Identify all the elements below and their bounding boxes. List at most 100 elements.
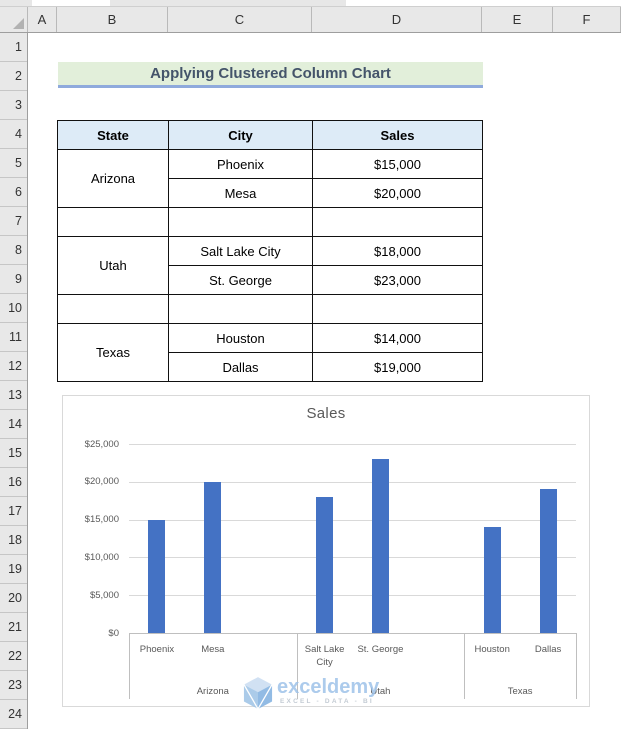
x-axis-label-phoenix: Phoenix xyxy=(139,644,175,655)
chart-title: Sales xyxy=(306,405,346,422)
table-row: Utah Salt Lake City $18,000 xyxy=(57,236,483,295)
cell-sales-houston[interactable]: $14,000 xyxy=(312,323,483,353)
cell-state-arizona[interactable]: Arizona xyxy=(57,149,169,208)
row-header-21[interactable]: 21 xyxy=(0,613,27,642)
formula-input-sliver xyxy=(346,0,621,6)
row-header-13[interactable]: 13 xyxy=(0,381,27,410)
column-header-e[interactable]: E xyxy=(482,7,553,32)
row-header-5[interactable]: 5 xyxy=(0,149,27,178)
banner-title-cell[interactable]: Applying Clustered Column Chart xyxy=(58,62,483,88)
table-blank-row xyxy=(57,294,483,324)
row-header-8[interactable]: 8 xyxy=(0,236,27,265)
gridline-$20,000 xyxy=(129,481,576,483)
bar-phoenix[interactable] xyxy=(148,519,166,633)
table-header-row: State City Sales xyxy=(57,120,483,150)
table-row: Texas Houston $14,000 xyxy=(57,323,483,382)
axis-group-divider xyxy=(129,633,130,699)
y-axis-label-$20,000: $20,000 xyxy=(84,476,119,488)
cell-blank[interactable] xyxy=(312,294,483,324)
row-header-17[interactable]: 17 xyxy=(0,497,27,526)
table-header-sales[interactable]: Sales xyxy=(312,120,483,150)
row-header-6[interactable]: 6 xyxy=(0,178,27,207)
row-header-24[interactable]: 24 xyxy=(0,700,27,729)
x-axis-label-dallas: Dallas xyxy=(534,644,562,655)
gridline-$15,000 xyxy=(129,519,576,521)
x-group-label-texas: Texas xyxy=(507,686,533,697)
table-row: Arizona Phoenix $15,000 xyxy=(57,149,483,208)
name-box-sliver xyxy=(32,0,110,6)
cell-blank[interactable] xyxy=(57,294,169,324)
x-axis-label-st-george: St. George xyxy=(357,644,404,655)
gridline-$5,000 xyxy=(129,595,576,597)
table-header-city[interactable]: City xyxy=(168,120,313,150)
cell-state-utah[interactable]: Utah xyxy=(57,236,169,295)
cell-blank[interactable] xyxy=(312,207,483,237)
cell-city-phoenix[interactable]: Phoenix xyxy=(168,149,313,179)
row-header-23[interactable]: 23 xyxy=(0,671,27,700)
column-header-d[interactable]: D xyxy=(312,7,482,32)
column-header-b[interactable]: B xyxy=(57,7,168,32)
bar-salt-lake-city[interactable] xyxy=(316,496,334,633)
axis-group-divider xyxy=(464,633,466,699)
column-header-f[interactable]: F xyxy=(553,7,621,32)
formula-bar-sliver xyxy=(0,0,621,7)
row-header-20[interactable]: 20 xyxy=(0,584,27,613)
row-header-22[interactable]: 22 xyxy=(0,642,27,671)
sales-table: State City Sales Arizona Phoenix $15,000… xyxy=(57,120,483,382)
cell-blank[interactable] xyxy=(57,207,169,237)
table-blank-row xyxy=(57,207,483,237)
row-header-19[interactable]: 19 xyxy=(0,555,27,584)
table-row: Mesa $20,000 xyxy=(58,178,483,208)
bar-dallas[interactable] xyxy=(539,489,557,633)
y-axis-label-$5,000: $5,000 xyxy=(89,589,119,601)
clustered-column-chart[interactable]: Sales $0 $5,000 $10,000 $15,000 $20,000 $25,0… xyxy=(62,395,590,707)
cell-state-texas[interactable]: Texas xyxy=(57,323,169,382)
row-header-7[interactable]: 7 xyxy=(0,207,27,236)
cell-city-mesa[interactable]: Mesa xyxy=(168,178,313,208)
bar-houston[interactable] xyxy=(483,527,501,633)
y-axis-label-$0: $0 xyxy=(108,627,119,639)
y-axis-label-$15,000: $15,000 xyxy=(84,514,119,526)
column-header-c[interactable]: C xyxy=(168,7,312,32)
row-header-16[interactable]: 16 xyxy=(0,468,27,497)
select-all-triangle-icon xyxy=(13,18,24,29)
cell-sales-salt-lake-city[interactable]: $18,000 xyxy=(312,236,483,266)
row-header-18[interactable]: 18 xyxy=(0,526,27,555)
x-axis-label-salt-lake-city: Salt Lake City xyxy=(304,644,345,669)
cell-city-salt-lake-city[interactable]: Salt Lake City xyxy=(168,236,313,266)
y-axis-label-$25,000: $25,000 xyxy=(84,438,119,450)
table-header-state[interactable]: State xyxy=(57,120,169,150)
x-axis-label-houston: Houston xyxy=(474,644,510,655)
cell-sales-phoenix[interactable]: $15,000 xyxy=(312,149,483,179)
row-header-2[interactable]: 2 xyxy=(0,62,27,91)
row-header-12[interactable]: 12 xyxy=(0,352,27,381)
row-header-9[interactable]: 9 xyxy=(0,265,27,294)
row-header-15[interactable]: 15 xyxy=(0,439,27,468)
row-header-11[interactable]: 11 xyxy=(0,323,27,352)
row-header-gutter: 1 2 3 4 5 6 7 8 9 10 11 12 13 14 15 16 17 18 19 20 21 22 23 24 xyxy=(0,33,28,729)
row-header-3[interactable]: 3 xyxy=(0,91,27,120)
cell-blank[interactable] xyxy=(168,207,313,237)
cell-blank[interactable] xyxy=(168,294,313,324)
bar-st-george[interactable] xyxy=(371,459,389,633)
cell-sales-dallas[interactable]: $19,000 xyxy=(312,352,483,382)
axis-group-divider xyxy=(296,633,298,699)
x-axis-line xyxy=(129,633,576,634)
row-header-4[interactable]: 4 xyxy=(0,120,27,149)
gridline-$25,000 xyxy=(129,444,576,445)
table-row: St. George $23,000 xyxy=(58,265,483,295)
select-all-corner[interactable] xyxy=(0,7,28,32)
cell-city-houston[interactable]: Houston xyxy=(168,323,313,353)
cell-city-dallas[interactable]: Dallas xyxy=(168,352,313,382)
row-header-14[interactable]: 14 xyxy=(0,410,27,439)
column-header-a[interactable]: A xyxy=(28,7,57,32)
row-header-10[interactable]: 10 xyxy=(0,294,27,323)
cell-city-st-george[interactable]: St. George xyxy=(168,265,313,295)
cell-sales-st-george[interactable]: $23,000 xyxy=(312,265,483,295)
cell-sales-mesa[interactable]: $20,000 xyxy=(312,178,483,208)
row-header-1[interactable]: 1 xyxy=(0,33,27,62)
bar-mesa[interactable] xyxy=(204,481,222,633)
gridline-$10,000 xyxy=(129,557,576,559)
